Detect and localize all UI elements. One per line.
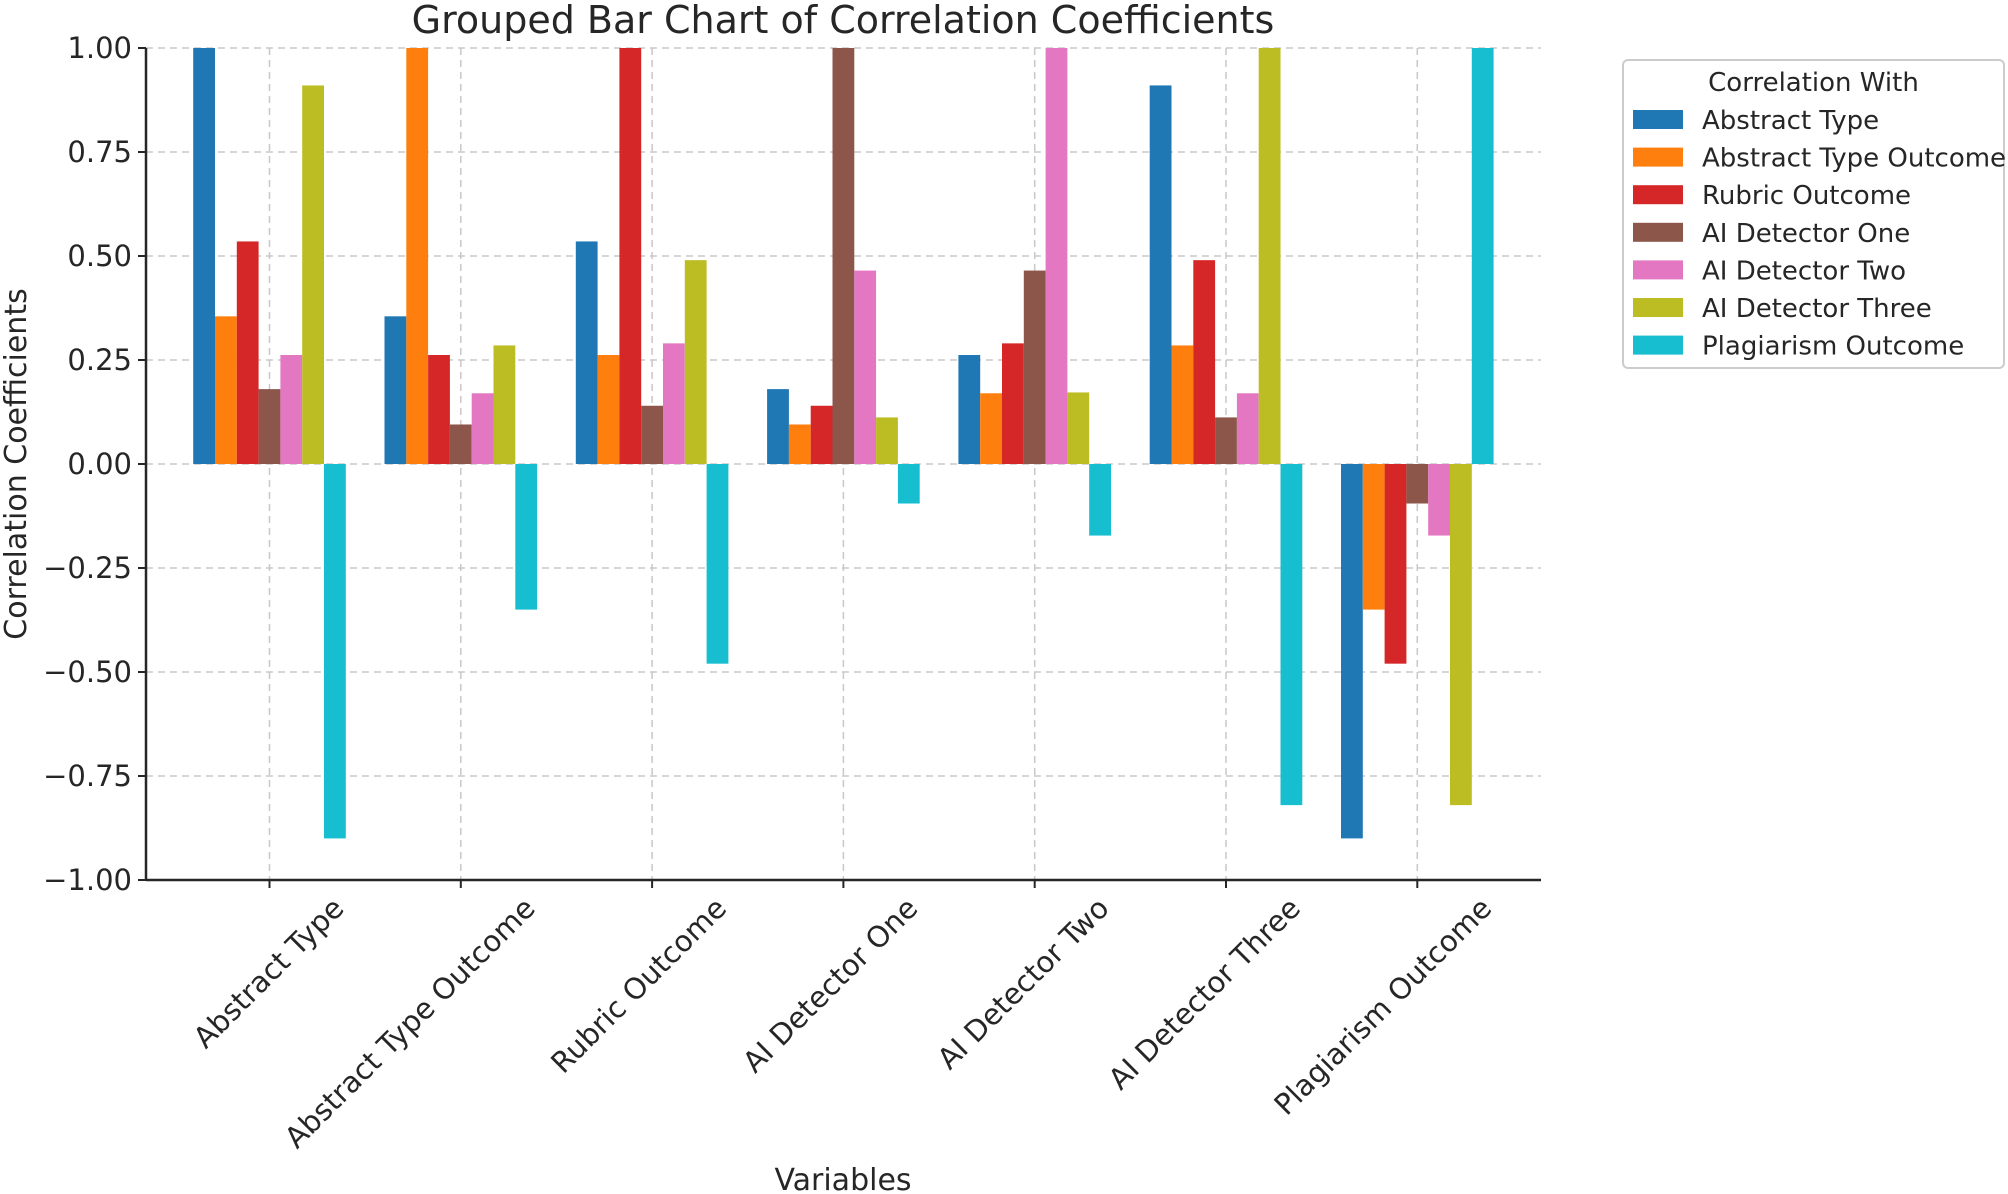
bar	[428, 355, 450, 464]
bar	[788, 424, 811, 464]
y-axis-title: Correlation Coefficients	[0, 288, 34, 639]
bar	[706, 464, 729, 664]
bar	[1406, 464, 1429, 504]
bar	[1023, 270, 1046, 464]
bar	[1002, 343, 1024, 464]
x-tick-label: Plagiarism Outcome	[1267, 891, 1498, 1122]
bar	[515, 464, 538, 610]
legend-swatch	[1633, 185, 1683, 205]
bar	[1428, 464, 1450, 536]
bar	[575, 241, 598, 464]
legend-title: Correlation With	[1708, 68, 1919, 98]
bar	[684, 260, 707, 464]
bar	[471, 393, 494, 464]
legend-swatch	[1633, 260, 1683, 280]
legend-swatch	[1633, 298, 1683, 317]
bar	[1384, 464, 1407, 664]
bar	[1471, 48, 1494, 464]
bar	[406, 48, 429, 464]
legend-label: Rubric Outcome	[1702, 181, 1911, 211]
y-tick-label: −0.25	[43, 551, 132, 585]
bar	[810, 405, 833, 464]
legend-box	[1622, 59, 2005, 369]
bar	[641, 405, 663, 464]
legend-swatch	[1633, 335, 1683, 355]
y-tick-label: 0.50	[67, 239, 132, 273]
bar	[215, 316, 237, 464]
bar	[597, 355, 620, 464]
legend-label: Abstract Type Outcome	[1702, 144, 2006, 174]
y-tick-label: 0.00	[67, 447, 132, 481]
bar	[1149, 85, 1172, 464]
bar	[980, 393, 1002, 464]
bar	[1362, 464, 1385, 610]
y-tick-label: 0.25	[67, 343, 132, 377]
y-tick-label: −0.75	[43, 759, 132, 793]
legend-label: AI Detector Two	[1702, 256, 1906, 286]
bar	[236, 241, 259, 464]
legend-label: AI Detector One	[1702, 219, 1910, 249]
bar	[876, 417, 898, 464]
bar	[1341, 464, 1363, 839]
bar	[854, 270, 877, 464]
legend-items: Abstract Type Abstract Type Outcome Rubric…	[1633, 106, 2006, 362]
x-tick-label: AI Detector One	[736, 891, 924, 1079]
legend-swatch	[1633, 110, 1683, 129]
y-tick-label: −1.00	[43, 863, 132, 897]
bar	[897, 464, 920, 504]
bar	[1280, 464, 1303, 806]
bar	[193, 48, 215, 464]
bars	[193, 48, 1494, 839]
bar	[767, 389, 789, 464]
y-tick-label: 1.00	[67, 31, 132, 65]
bar	[324, 464, 346, 839]
legend-label: AI Detector Three	[1702, 294, 1932, 324]
bar	[384, 316, 407, 464]
bar	[1193, 260, 1216, 464]
bar	[1258, 48, 1281, 464]
bar	[832, 48, 855, 464]
bar	[280, 355, 303, 464]
legend-label: Plagiarism Outcome	[1702, 332, 1964, 362]
bar	[449, 424, 472, 464]
x-tick-label: Abstract Type	[187, 891, 351, 1055]
bar	[958, 355, 981, 464]
bar	[1067, 392, 1090, 464]
x-tick-label: Rubric Outcome	[544, 891, 733, 1080]
bar	[619, 48, 642, 464]
bar	[663, 343, 685, 464]
y-tick-label: 0.75	[67, 135, 132, 169]
legend-swatch	[1633, 147, 1683, 167]
bar	[493, 345, 516, 464]
legend-swatch	[1633, 222, 1683, 242]
chart-title: Grouped Bar Chart of Correlation Coeffic…	[412, 0, 1275, 42]
bar	[1089, 464, 1111, 536]
bar	[258, 389, 281, 464]
bar	[1236, 393, 1259, 464]
bar	[1450, 464, 1472, 806]
bar	[302, 85, 324, 464]
x-tick-label: AI Detector Two	[931, 891, 1116, 1076]
bar	[1171, 345, 1194, 464]
x-tick-label: AI Detector Three	[1102, 891, 1307, 1096]
y-tick-label: −0.50	[43, 655, 132, 689]
legend-label: Abstract Type	[1702, 106, 1879, 136]
bar	[1045, 48, 1068, 464]
x-axis-title: Variables	[774, 1163, 911, 1194]
y-tick-labels: 1.00 0.75 0.50 0.25 0.00 −0.25 −0.50 −0.75 −1.00	[43, 31, 146, 897]
bar	[1215, 417, 1237, 464]
